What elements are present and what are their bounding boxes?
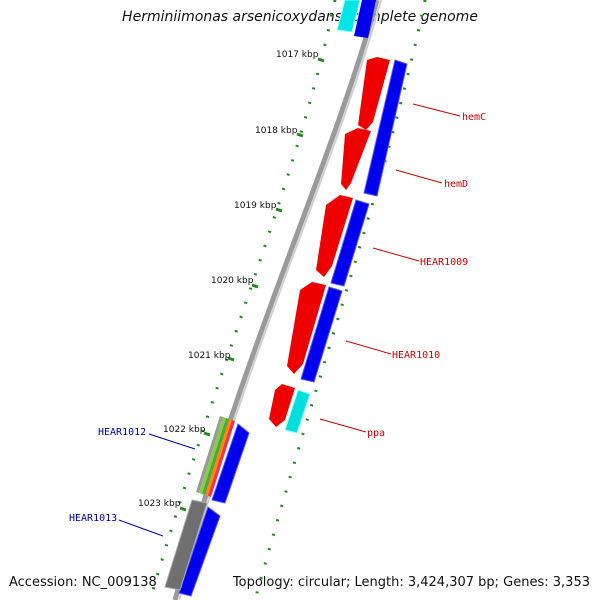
- gene-label-hemD[interactable]: hemD: [444, 179, 468, 190]
- cds-top[interactable]: [354, 0, 376, 38]
- gene-labels: hemC hemD HEAR1009 HEAR1010 ppa HEAR1012…: [69, 112, 486, 524]
- cds-HEAR1010[interactable]: [300, 286, 343, 383]
- scale-label-1020: 1020 kbp: [211, 276, 254, 286]
- gene-trna-top[interactable]: [336, 0, 361, 33]
- cds-HEAR1013[interactable]: [178, 506, 221, 597]
- cds-hemC[interactable]: [363, 59, 408, 197]
- scale-labels: 1017 kbp 1018 kbp 1019 kbp 1020 kbp 1021…: [138, 50, 319, 509]
- gene-ppa-trna[interactable]: [284, 389, 311, 434]
- cds-HEAR1012[interactable]: [211, 423, 250, 504]
- scale-label-1017: 1017 kbp: [276, 50, 319, 60]
- gene-label-HEAR1010[interactable]: HEAR1010: [392, 350, 440, 361]
- gene-label-HEAR1013[interactable]: HEAR1013: [69, 513, 117, 524]
- gene-HEAR1009-forward[interactable]: [316, 195, 353, 277]
- scale-label-1019: 1019 kbp: [234, 201, 277, 211]
- scale-label-1023: 1023 kbp: [138, 499, 181, 509]
- outer-tick-track: [253, 0, 427, 600]
- map-title: Herminiimonas arsenicoxydans, complete g…: [122, 9, 478, 25]
- gene-hemD-forward[interactable]: [341, 128, 371, 190]
- gene-other-gray[interactable]: [164, 499, 208, 591]
- gene-ppa-forward[interactable]: [269, 384, 295, 427]
- forward-genes: [269, 57, 390, 427]
- scale-tick-marks: [179, 57, 325, 512]
- gene-label-hemC[interactable]: hemC: [462, 112, 486, 123]
- scale-label-1021: 1021 kbp: [188, 351, 231, 361]
- gene-label-ppa[interactable]: ppa: [367, 428, 385, 439]
- gene-label-HEAR1012[interactable]: HEAR1012: [98, 427, 146, 438]
- cds-HEAR1009[interactable]: [330, 199, 370, 287]
- gene-HEAR1010-forward[interactable]: [287, 282, 326, 374]
- scale-label-1022: 1022 kbp: [163, 425, 206, 435]
- cds-track: [178, 59, 408, 597]
- leader-lines: [118, 103, 461, 537]
- gene-label-HEAR1009[interactable]: HEAR1009: [420, 257, 468, 268]
- scale-label-1018: 1018 kbp: [255, 126, 298, 136]
- gene-hemC-forward[interactable]: [358, 57, 390, 130]
- rrna-block[interactable]: [196, 416, 235, 497]
- topology-text: Topology: circular; Length: 3,424,307 bp…: [232, 575, 590, 590]
- accession-text: Accession: NC_009138: [9, 575, 157, 590]
